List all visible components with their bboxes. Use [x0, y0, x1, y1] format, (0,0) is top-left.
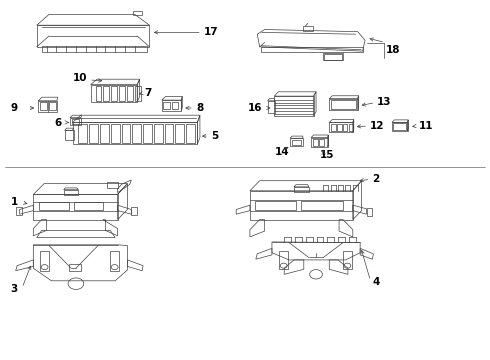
- Text: 5: 5: [211, 131, 218, 141]
- Bar: [392, 122, 408, 131]
- Bar: [337, 124, 342, 131]
- Bar: [40, 251, 49, 271]
- Bar: [343, 251, 352, 269]
- Bar: [294, 187, 309, 192]
- Bar: [331, 100, 356, 109]
- Bar: [329, 99, 358, 110]
- Bar: [367, 208, 372, 216]
- Bar: [38, 101, 57, 112]
- Bar: [40, 102, 47, 110]
- Text: 9: 9: [11, 103, 18, 113]
- Bar: [103, 86, 109, 101]
- Text: 4: 4: [372, 276, 380, 287]
- Bar: [143, 124, 152, 143]
- Bar: [165, 124, 173, 143]
- Bar: [78, 124, 87, 143]
- Text: 10: 10: [73, 73, 87, 83]
- Bar: [343, 124, 347, 131]
- Bar: [65, 130, 74, 140]
- Text: 2: 2: [372, 174, 380, 184]
- Bar: [163, 102, 170, 109]
- Bar: [324, 54, 342, 60]
- Bar: [268, 101, 275, 113]
- Bar: [255, 201, 296, 210]
- Text: 15: 15: [319, 150, 334, 160]
- Bar: [175, 124, 184, 143]
- Bar: [131, 207, 137, 215]
- Bar: [69, 264, 81, 271]
- Text: 17: 17: [203, 27, 218, 37]
- Bar: [132, 124, 141, 143]
- Bar: [135, 86, 141, 101]
- Text: 7: 7: [145, 88, 152, 98]
- Bar: [349, 124, 353, 131]
- Bar: [73, 122, 197, 144]
- Bar: [301, 201, 343, 210]
- Bar: [311, 138, 328, 147]
- Bar: [329, 122, 353, 132]
- Bar: [42, 46, 147, 52]
- Bar: [261, 47, 363, 52]
- Bar: [39, 202, 69, 210]
- Bar: [127, 86, 133, 101]
- Bar: [331, 124, 336, 131]
- Bar: [393, 123, 406, 130]
- Bar: [110, 251, 119, 271]
- Bar: [96, 86, 101, 101]
- Bar: [279, 251, 288, 269]
- Bar: [64, 190, 78, 195]
- Bar: [323, 53, 343, 60]
- Bar: [274, 96, 314, 116]
- Bar: [303, 26, 313, 31]
- Bar: [122, 124, 130, 143]
- Text: 8: 8: [196, 103, 203, 113]
- Bar: [74, 202, 103, 210]
- Text: 18: 18: [386, 45, 401, 55]
- Bar: [100, 124, 109, 143]
- Bar: [154, 124, 163, 143]
- Bar: [292, 140, 301, 145]
- Bar: [133, 11, 142, 15]
- Text: 1: 1: [11, 197, 18, 207]
- Bar: [16, 207, 22, 215]
- Bar: [107, 182, 118, 188]
- Bar: [111, 86, 117, 101]
- Bar: [49, 102, 56, 110]
- Bar: [172, 102, 178, 109]
- Bar: [70, 118, 81, 125]
- Bar: [319, 139, 324, 146]
- Text: 11: 11: [419, 121, 434, 131]
- Text: 6: 6: [54, 118, 61, 128]
- Bar: [89, 124, 98, 143]
- Text: 3: 3: [11, 284, 18, 294]
- Text: 12: 12: [370, 121, 385, 131]
- Text: 14: 14: [274, 147, 289, 157]
- Bar: [313, 139, 318, 146]
- Text: 13: 13: [377, 96, 392, 107]
- Bar: [290, 138, 303, 146]
- Bar: [186, 124, 195, 143]
- Bar: [119, 86, 125, 101]
- Bar: [72, 119, 79, 124]
- Text: 16: 16: [247, 103, 262, 113]
- Bar: [91, 85, 137, 102]
- Bar: [162, 100, 181, 111]
- Bar: [111, 124, 120, 143]
